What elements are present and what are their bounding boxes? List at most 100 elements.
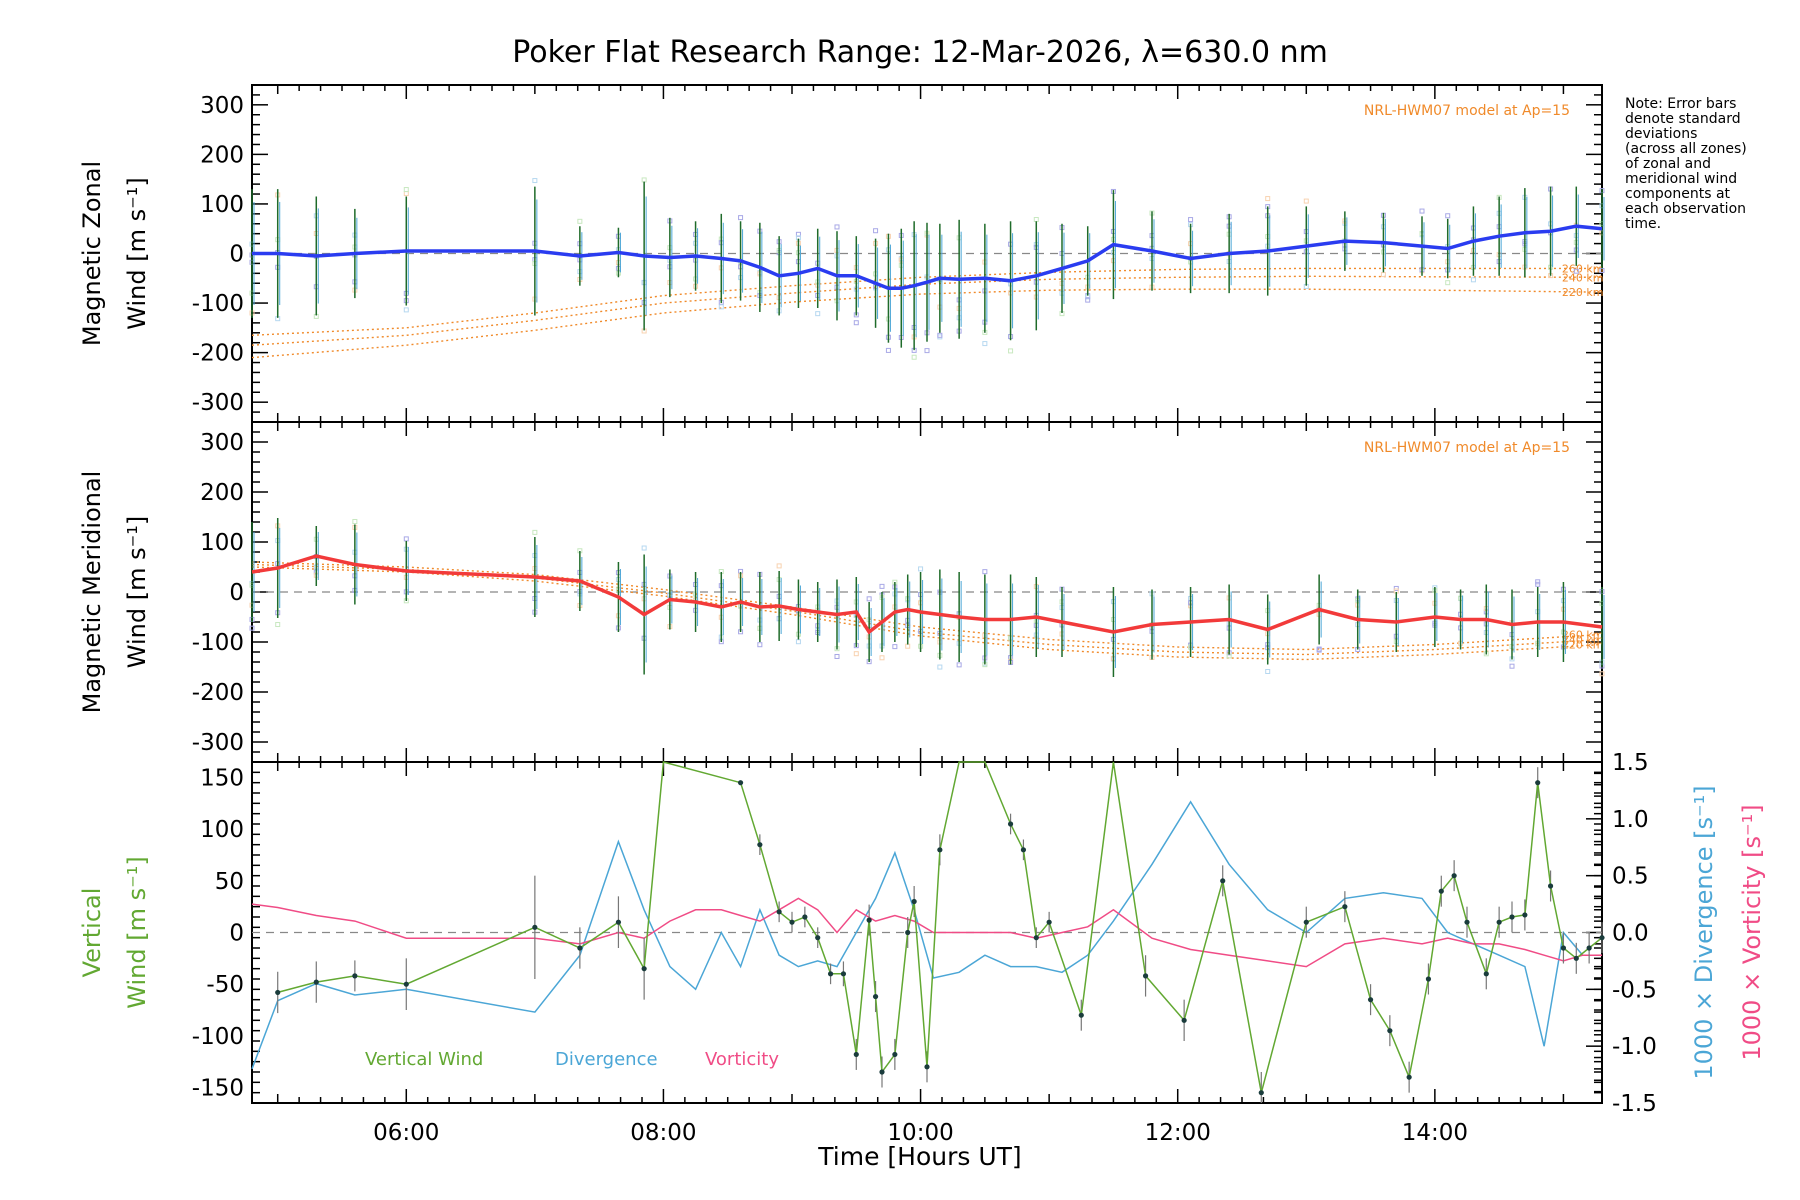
- zone-marker: [1008, 348, 1014, 354]
- vertical-wind-point: [403, 981, 409, 987]
- zone-marker: [275, 622, 281, 628]
- note-line: deviations: [1625, 126, 1697, 142]
- y-axis-2-tick-label: 300: [200, 430, 244, 456]
- zone-marker: [924, 348, 930, 354]
- vorticity-line: [251, 897, 1602, 968]
- zone-marker: [1573, 268, 1579, 274]
- zone-marker: [532, 529, 538, 535]
- legend-item: Vertical Wind: [365, 1049, 483, 1070]
- zone-marker: [718, 304, 724, 310]
- zone-marker: [1470, 277, 1476, 283]
- x-tick-label: 10:00: [887, 1120, 953, 1146]
- zone-marker: [853, 320, 859, 326]
- vertical-wind-point: [352, 973, 358, 979]
- zone-marker: [1265, 196, 1271, 202]
- x-tick-label: 12:00: [1145, 1120, 1211, 1146]
- y-axis-3-right-tick-label: 1.0: [1612, 807, 1649, 833]
- y-axis-1-tick-label: 200: [200, 142, 244, 168]
- zone-marker: [892, 644, 898, 650]
- y-axis-3-tick-label: 50: [215, 869, 244, 895]
- zone-marker: [1509, 663, 1515, 669]
- zonal-wind-line: [252, 224, 1603, 290]
- vertical-wind-point: [866, 917, 872, 923]
- vertical-wind-point: [937, 847, 943, 853]
- zone-marker: [834, 653, 840, 659]
- y-axis-2-tick-label: 100: [200, 530, 244, 556]
- zone-marker: [641, 545, 647, 551]
- zone-marker: [1599, 671, 1605, 677]
- vertical-wind-point: [1438, 888, 1444, 894]
- zone-marker: [905, 643, 911, 649]
- zone-marker: [641, 177, 647, 183]
- vertical-wind-point: [853, 1051, 859, 1058]
- note-line: time.: [1625, 216, 1661, 232]
- vertical-wind-point: [911, 898, 917, 905]
- model-curve-240km: [251, 563, 1603, 656]
- vertical-wind-point: [1220, 878, 1226, 884]
- vertical-wind-point: [1535, 780, 1541, 786]
- model-altitude-label: 220 km: [1562, 639, 1604, 652]
- zone-marker: [873, 228, 879, 234]
- y-axis-1-tick-label: -300: [192, 390, 244, 416]
- vertical-wind-point: [1007, 821, 1014, 827]
- vertical-wind-point: [1406, 1074, 1412, 1080]
- zone-marker: [1265, 668, 1271, 674]
- zone-marker: [1303, 198, 1309, 204]
- x-tick-label: 14:00: [1402, 1120, 1468, 1146]
- vertical-wind-point: [1425, 976, 1432, 982]
- vertical-wind-point: [892, 1051, 898, 1058]
- vertical-wind-point: [532, 924, 538, 930]
- zone-marker: [937, 332, 943, 338]
- legend-item: Divergence: [555, 1049, 658, 1070]
- vertical-wind-point: [905, 929, 911, 936]
- vertical-wind-point: [1181, 1017, 1187, 1023]
- zone-marker: [352, 518, 358, 524]
- vertical-wind-point: [924, 1064, 930, 1070]
- zone-marker: [982, 341, 988, 347]
- y-axis-3-tick-label: 150: [200, 766, 244, 792]
- chart-title: Poker Flat Research Range: 12-Mar-2026, …: [512, 35, 1328, 70]
- zone-marker: [403, 187, 409, 193]
- y-axis-label: Wind [m s⁻¹]: [123, 856, 151, 1008]
- zone-marker: [911, 354, 917, 360]
- zone-marker: [757, 642, 763, 648]
- y-axis-2-tick-label: -300: [192, 730, 244, 756]
- note-line: each observation: [1625, 201, 1746, 217]
- model-altitude-label: 220 km: [1562, 286, 1604, 299]
- y-axis-3-tick-label: -50: [206, 972, 244, 998]
- vertical-wind-point: [1303, 919, 1309, 925]
- vertical-wind-point: [815, 935, 821, 941]
- vertical-wind-point: [840, 971, 847, 977]
- y-axis-right-label: 1000 × Divergence [s⁻¹]: [1690, 785, 1718, 1079]
- zone-marker: [1445, 280, 1451, 286]
- note-line: meridional wind: [1625, 171, 1737, 187]
- y-axis-3-tick-label: -100: [192, 1024, 244, 1050]
- vertical-wind-point: [757, 842, 763, 848]
- model-altitude-label: 260 km: [1562, 262, 1604, 275]
- x-tick-label: 06:00: [373, 1120, 439, 1146]
- y-axis-1-tick-label: -100: [192, 291, 244, 317]
- vertical-wind-point: [275, 989, 281, 996]
- vertical-wind-point: [1496, 919, 1502, 925]
- meridional-wind-line: [251, 554, 1603, 635]
- vertical-wind-point: [1586, 945, 1592, 951]
- vertical-wind-point: [1020, 847, 1027, 853]
- note-line: components at: [1625, 186, 1731, 202]
- zone-marker: [1419, 208, 1425, 214]
- model-curve-220km: [251, 288, 1603, 359]
- zone-marker: [1316, 647, 1322, 653]
- y-axis-2-tick-label: -200: [192, 680, 244, 706]
- zone-marker: [956, 662, 962, 668]
- y-axis-2-tick-label: 0: [229, 580, 244, 606]
- model-label: NRL-HWM07 model at Ap=15: [1364, 103, 1570, 119]
- vertical-wind-point: [1367, 997, 1374, 1003]
- divergence-line: [251, 800, 1602, 1070]
- vertical-wind-point: [827, 971, 834, 977]
- y-axis-3-tick-label: -150: [192, 1076, 244, 1102]
- zone-marker: [532, 178, 538, 184]
- model-label: NRL-HWM07 model at Ap=15: [1364, 440, 1570, 456]
- y-axis-3-right-tick-label: 0.5: [1612, 864, 1649, 890]
- vertical-wind-point: [1046, 919, 1052, 925]
- note-line: Note: Error bars: [1625, 96, 1736, 112]
- vertical-wind-point: [313, 979, 319, 985]
